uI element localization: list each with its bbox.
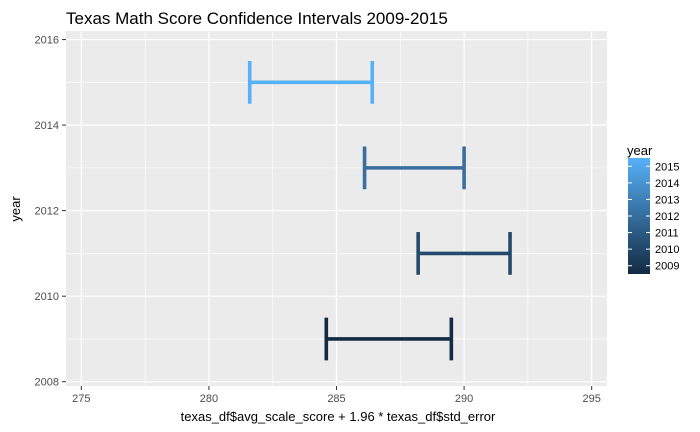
x-tick-label: 280 xyxy=(200,393,218,405)
legend-title: year xyxy=(627,143,653,158)
errorbar-2009 xyxy=(324,317,454,361)
chart-title: Texas Math Score Confidence Intervals 20… xyxy=(66,9,448,28)
legend-label: 2014 xyxy=(655,178,679,190)
legend-label: 2015 xyxy=(655,161,679,173)
x-tick-label: 295 xyxy=(583,393,601,405)
errorbar-2011 xyxy=(416,232,512,275)
legend-colorbar xyxy=(628,158,650,274)
y-tick-label: 2008 xyxy=(35,377,59,389)
y-axis-title: year xyxy=(8,196,23,222)
x-tick-label: 275 xyxy=(72,393,90,405)
y-tick-label: 2010 xyxy=(35,291,59,303)
legend-label: 2010 xyxy=(655,244,679,256)
y-tick-label: 2012 xyxy=(35,206,59,218)
errorbar-2013 xyxy=(362,146,466,190)
x-axis-title: texas_df$avg_scale_score + 1.96 * texas_… xyxy=(181,409,496,424)
legend-label: 2011 xyxy=(655,228,679,240)
errorbar-2015 xyxy=(247,60,375,104)
legend-label: 2013 xyxy=(655,194,679,206)
legend-label: 2009 xyxy=(655,261,679,273)
legend-label: 2012 xyxy=(655,211,679,223)
x-axis: 275 280 285 290 295 xyxy=(72,386,601,405)
x-tick-label: 285 xyxy=(327,393,345,405)
plot-panel xyxy=(66,31,607,386)
y-axis: 2008 2010 2012 2014 2016 xyxy=(35,35,66,389)
y-tick-label: 2014 xyxy=(35,120,59,132)
y-tick-label: 2016 xyxy=(35,35,59,47)
x-tick-label: 290 xyxy=(455,393,473,405)
